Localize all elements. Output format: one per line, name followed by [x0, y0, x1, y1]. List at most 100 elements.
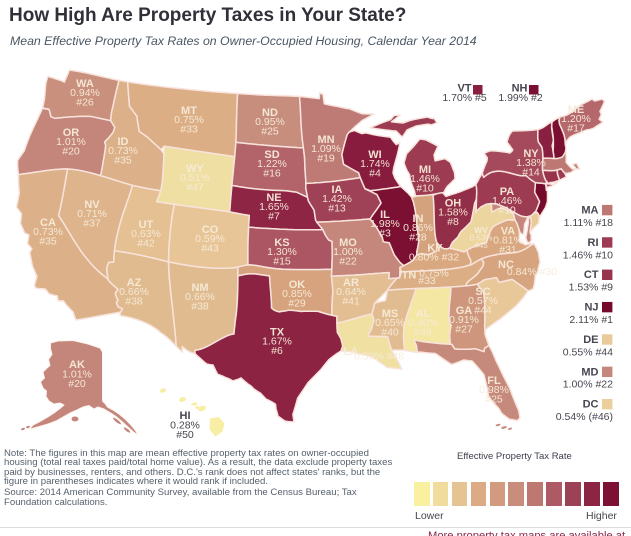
svg-text:0.51%: 0.51%: [180, 172, 210, 184]
svg-text:#45: #45: [474, 241, 488, 250]
svg-text:#38: #38: [191, 300, 209, 312]
svg-text:0.57%: 0.57%: [468, 295, 498, 307]
svg-text:#35: #35: [114, 154, 132, 166]
svg-text:MT: MT: [181, 105, 197, 117]
svg-text:WA: WA: [76, 78, 94, 90]
svg-text:ME: ME: [568, 104, 585, 116]
svg-text:#4: #4: [369, 167, 381, 179]
svg-text:#33: #33: [418, 275, 436, 287]
svg-text:0.71%: 0.71%: [77, 208, 107, 220]
svg-text:CT: CT: [584, 269, 599, 281]
svg-text:WY: WY: [186, 163, 204, 175]
svg-text:1.30%: 1.30%: [267, 246, 297, 258]
svg-text:#25: #25: [261, 125, 279, 137]
svg-text:MS: MS: [382, 308, 399, 320]
svg-text:1.09%: 1.09%: [311, 143, 341, 155]
svg-text:#41: #41: [342, 295, 360, 307]
svg-text:#13: #13: [328, 202, 346, 214]
svg-text:#33: #33: [180, 123, 198, 135]
svg-text:IN: IN: [413, 213, 424, 225]
svg-text:0.80% #32: 0.80% #32: [409, 252, 459, 264]
svg-text:NC: NC: [498, 259, 514, 271]
svg-text:#38: #38: [125, 295, 143, 307]
svg-text:#35: #35: [39, 235, 57, 247]
svg-text:1.46%: 1.46%: [492, 195, 522, 207]
svg-text:TX: TX: [270, 327, 285, 339]
svg-text:UT: UT: [139, 219, 154, 231]
svg-text:1.01%: 1.01%: [56, 136, 86, 148]
svg-text:1.46%: 1.46%: [410, 173, 440, 185]
svg-text:RI: RI: [588, 237, 599, 249]
svg-text:1.00%: 1.00%: [333, 246, 363, 258]
svg-text:0.66%: 0.66%: [185, 291, 215, 303]
svg-text:#3: #3: [379, 227, 391, 239]
svg-text:1.01%: 1.01%: [62, 369, 92, 381]
svg-text:#14: #14: [522, 166, 540, 178]
svg-text:0.66%: 0.66%: [119, 286, 149, 298]
svg-text:IL: IL: [380, 209, 390, 221]
svg-text:#10: #10: [498, 204, 516, 216]
svg-text:#28: #28: [409, 231, 427, 243]
svg-text:#6: #6: [271, 345, 283, 357]
svg-text:#25: #25: [485, 393, 503, 405]
svg-text:#47: #47: [186, 181, 204, 193]
svg-text:OK: OK: [289, 279, 306, 291]
svg-text:1.22%: 1.22%: [257, 158, 287, 170]
svg-text:DC: DC: [583, 399, 599, 411]
svg-text:TN: TN: [402, 270, 417, 282]
svg-text:KY: KY: [427, 243, 443, 255]
svg-text:#10: #10: [416, 182, 434, 194]
svg-text:0.53%: 0.53%: [470, 234, 493, 243]
svg-text:AR: AR: [343, 277, 359, 289]
svg-text:WI: WI: [368, 149, 381, 161]
svg-text:NJ: NJ: [584, 302, 598, 314]
svg-text:0.91%: 0.91%: [449, 314, 479, 326]
svg-text:0.75%: 0.75%: [419, 268, 449, 280]
svg-text:#44: #44: [474, 304, 492, 316]
svg-text:1.11% #18: 1.11% #18: [564, 217, 614, 229]
svg-text:1.99% #2: 1.99% #2: [498, 92, 543, 104]
svg-text:#43: #43: [201, 242, 219, 254]
svg-text:OH: OH: [445, 198, 462, 210]
svg-text:SD: SD: [264, 149, 279, 161]
svg-text:#20: #20: [68, 378, 86, 390]
svg-text:FL: FL: [487, 375, 501, 387]
svg-text:0.95%: 0.95%: [255, 116, 285, 128]
svg-text:0.75%: 0.75%: [174, 114, 204, 126]
svg-text:NY: NY: [523, 148, 539, 160]
svg-text:1.58%: 1.58%: [438, 207, 468, 219]
svg-text:MN: MN: [317, 134, 334, 146]
svg-text:0.85%: 0.85%: [282, 288, 312, 300]
svg-text:PA: PA: [500, 186, 515, 198]
svg-text:#26: #26: [76, 96, 94, 108]
svg-text:1.67%: 1.67%: [262, 336, 292, 348]
svg-text:#31: #31: [499, 244, 517, 256]
svg-text:AL: AL: [416, 308, 431, 320]
svg-text:0.73%: 0.73%: [33, 226, 63, 238]
svg-text:0.94%: 0.94%: [70, 87, 100, 99]
svg-text:#50: #50: [176, 429, 194, 441]
svg-text:0.50% #48: 0.50% #48: [354, 351, 404, 363]
svg-text:0.73%: 0.73%: [108, 145, 138, 157]
svg-text:0.59%: 0.59%: [195, 233, 225, 245]
svg-text:1.38%: 1.38%: [516, 157, 546, 169]
svg-text:1.46% #10: 1.46% #10: [563, 249, 613, 261]
svg-text:0.55% #44: 0.55% #44: [563, 346, 613, 358]
svg-text:#42: #42: [137, 237, 155, 249]
svg-text:SC: SC: [475, 286, 490, 298]
svg-text:#40: #40: [381, 326, 399, 338]
svg-text:1.53% #9: 1.53% #9: [569, 282, 614, 294]
svg-text:1.00% #22: 1.00% #22: [563, 379, 613, 391]
svg-text:#8: #8: [447, 216, 459, 228]
svg-text:2.11% #1: 2.11% #1: [569, 314, 613, 326]
svg-text:#29: #29: [288, 297, 306, 309]
svg-text:#37: #37: [83, 217, 101, 229]
svg-text:VT: VT: [457, 82, 471, 94]
svg-text:DE: DE: [583, 334, 598, 346]
svg-text:1.70% #5: 1.70% #5: [442, 92, 487, 104]
svg-text:#22: #22: [339, 255, 357, 267]
svg-text:0.54% (#46): 0.54% (#46): [556, 411, 613, 423]
svg-text:AZ: AZ: [127, 277, 142, 289]
svg-text:#7: #7: [268, 210, 280, 222]
svg-text:0.65%: 0.65%: [375, 317, 405, 329]
